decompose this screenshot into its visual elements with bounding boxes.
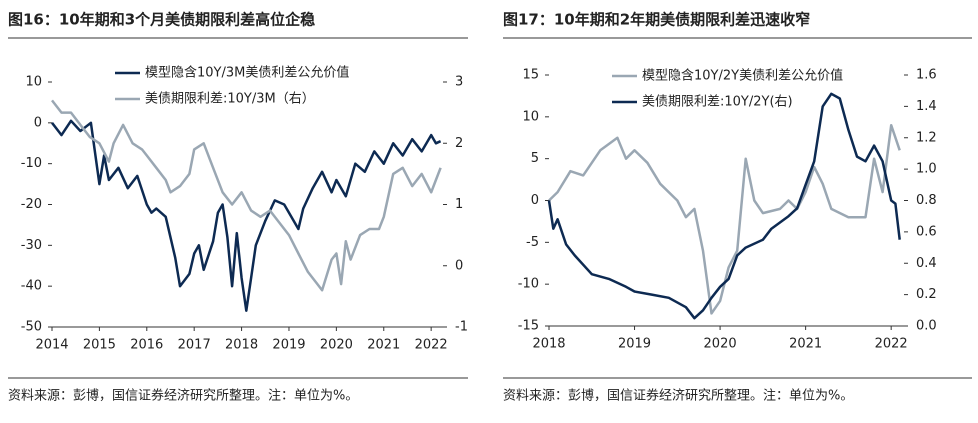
y-tick-label: -15 <box>518 319 539 334</box>
y2-tick-label: 1.0 <box>916 162 937 177</box>
series-line <box>548 123 901 315</box>
y-tick-label: -20 <box>21 197 42 212</box>
y-tick-label: 5 <box>531 151 539 166</box>
x-tick-label: 2019 <box>618 337 651 352</box>
chart-title: 图17：10年期和2年期美债期限利差迅速收窄 <box>503 11 810 29</box>
series-line <box>547 92 901 320</box>
y2-tick-label: 0.2 <box>916 287 937 302</box>
x-tick-label: 2021 <box>367 338 400 353</box>
chart-title: 图16：10年期和3个月美债期限利差高位企稳 <box>8 11 315 29</box>
x-tick-label: 2014 <box>35 338 68 353</box>
y-tick-label: -10 <box>21 156 42 171</box>
x-tick-label: 2021 <box>789 337 822 352</box>
source-note: 资料来源：彭博，国信证券经济研究所整理。注：单位为%。 <box>8 388 358 404</box>
x-tick-label: 2019 <box>272 338 305 353</box>
series-line <box>51 99 442 292</box>
y2-tick-label: 1.4 <box>916 99 937 114</box>
x-tick-label: 2018 <box>532 337 565 352</box>
y2-tick-label: 0.4 <box>916 256 937 271</box>
y2-tick-label: 1.6 <box>916 68 937 83</box>
x-tick-label: 2020 <box>320 338 353 353</box>
y2-tick-label: 0 <box>455 258 463 273</box>
x-tick-label: 2015 <box>83 338 116 353</box>
y2-tick-label: 0.8 <box>916 193 937 208</box>
y2-tick-label: 0.0 <box>916 319 937 334</box>
x-tick-label: 2022 <box>415 338 448 353</box>
source-note: 资料来源：彭博，国信证券经济研究所整理。注：单位为%。 <box>503 388 853 404</box>
x-tick-label: 2020 <box>704 337 737 352</box>
x-tick-label: 2022 <box>875 337 908 352</box>
y2-tick-label: 1 <box>455 197 463 212</box>
y2-tick-label: 1.2 <box>916 130 937 145</box>
series-line <box>51 119 442 312</box>
y2-tick-label: -1 <box>455 320 468 335</box>
y-tick-label: 10 <box>522 109 539 124</box>
legend-label: 模型隐含10Y/2Y美债利差公允价值 <box>642 68 843 84</box>
y-tick-label: -40 <box>21 279 42 294</box>
y2-tick-label: 3 <box>455 75 463 90</box>
y-tick-label: 10 <box>25 75 42 90</box>
y-tick-label: -30 <box>21 238 42 253</box>
y-tick-label: -5 <box>526 235 539 250</box>
x-tick-label: 2017 <box>178 338 211 353</box>
y-tick-label: -10 <box>518 277 539 292</box>
legend-label: 模型隐含10Y/3M美债利差公允价值 <box>145 65 349 81</box>
x-tick-label: 2016 <box>130 338 163 353</box>
legend-label: 美债期限利差:10Y/3M（右） <box>145 92 315 107</box>
y-tick-label: 0 <box>34 115 42 130</box>
y-tick-label: 15 <box>522 68 539 83</box>
x-tick-label: 2018 <box>225 338 258 353</box>
y2-tick-label: 2 <box>455 136 463 151</box>
legend-label: 美债期限利差:10Y/2Y(右) <box>642 95 793 110</box>
y-tick-label: 0 <box>531 193 539 208</box>
y2-tick-label: 0.6 <box>916 224 937 239</box>
y-tick-label: -50 <box>21 320 42 335</box>
